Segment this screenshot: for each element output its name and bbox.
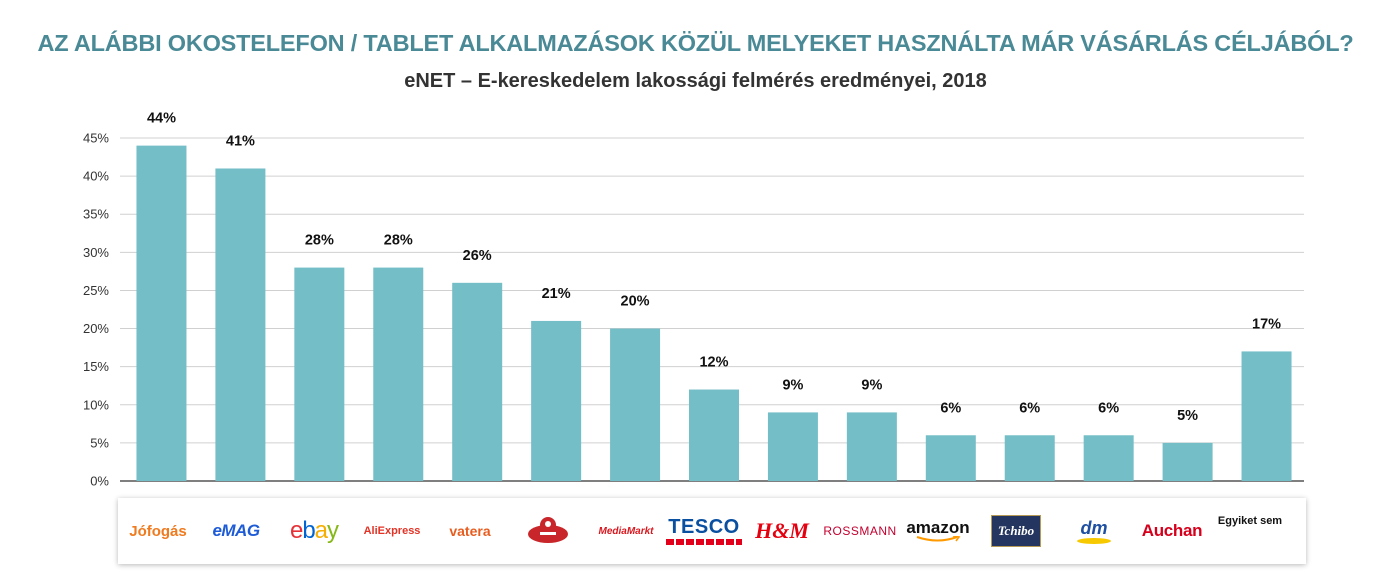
brand-logo-strip: Jófogás eMAG ebay ebay AliExpress vatera…: [118, 498, 1306, 564]
data-label-14: 5%: [1177, 408, 1198, 424]
bar-14: [1162, 442, 1213, 481]
bar-chart: 0% 5% 10% 15% 20% 25% 30% 35% 40% 45% 44% 41% 28% 28…: [83, 111, 1304, 489]
bar-13: [1083, 435, 1134, 481]
data-label-2: 41%: [226, 133, 255, 149]
logo-hm: H&M: [755, 518, 809, 543]
logo-jofogas: Jófogás: [129, 522, 187, 540]
data-label-4: 28%: [384, 233, 413, 249]
y-tick-label: 5%: [90, 435, 109, 450]
data-label-6: 21%: [542, 286, 571, 302]
y-tick-label: 15%: [83, 359, 109, 374]
logo-tesco: TESCO: [662, 498, 746, 564]
bar-6: [531, 320, 582, 481]
data-label-11: 6%: [940, 400, 961, 416]
logo-auchan: Auchan: [1141, 521, 1203, 540]
bar-10: [846, 412, 897, 481]
data-label-10: 9%: [861, 377, 882, 393]
emblem-icon: [528, 517, 568, 543]
data-label-12: 6%: [1019, 400, 1040, 416]
logo-emag: eMAG: [212, 521, 260, 540]
bar-11: [925, 435, 976, 481]
logo-vatera: vatera: [449, 523, 491, 539]
bar-2: [215, 168, 266, 481]
logo-wish-emblem: [506, 498, 590, 564]
data-label-7: 20%: [621, 294, 650, 310]
data-label-1: 44%: [147, 111, 176, 127]
data-label-3: 28%: [305, 233, 334, 249]
label-egyiket-sem: Egyiket sem: [1217, 515, 1283, 527]
chart-title: AZ ALÁBBI OKOSTELEFON / TABLET ALKALMAZÁ…: [37, 30, 1354, 56]
logo-dm: dm: [1052, 498, 1136, 564]
bar-1: [136, 145, 187, 481]
bar-8: [689, 389, 739, 481]
data-label-5: 26%: [463, 248, 492, 264]
bar-12: [1004, 435, 1055, 481]
data-labels: 44% 41% 28% 28% 26% 21% 20% 12% 9% 9% 6% 6% 6% 5% 17%: [147, 111, 1281, 424]
bar-15: [1241, 351, 1292, 481]
bar-3: [294, 267, 345, 481]
logo-amazon: amazon: [896, 498, 980, 564]
logo-ebay: ebay ebay: [289, 517, 339, 544]
y-tick-label: 10%: [83, 397, 109, 412]
logo-mediamarkt: MediaMarkt: [598, 525, 654, 537]
y-tick-label: 45%: [83, 131, 109, 146]
bar-7: [610, 328, 661, 481]
bar-5: [452, 282, 503, 481]
bars: [136, 145, 1292, 481]
smile-icon: [916, 536, 961, 542]
bar-9: [767, 412, 818, 481]
y-tick-label: 0%: [90, 474, 109, 489]
data-label-9: 9%: [782, 377, 803, 393]
data-label-8: 12%: [699, 355, 728, 371]
chart-subtitle: eNET – E-kereskedelem lakossági felmérés…: [404, 70, 987, 92]
y-axis-ticks: 0% 5% 10% 15% 20% 25% 30% 35% 40% 45%: [83, 131, 109, 489]
y-tick-label: 40%: [83, 169, 109, 184]
y-tick-label: 20%: [83, 321, 109, 336]
y-tick-label: 25%: [83, 283, 109, 298]
y-tick-label: 35%: [83, 207, 109, 222]
data-label-13: 6%: [1098, 400, 1119, 416]
logo-tchibo: Tchibo: [974, 498, 1058, 564]
data-label-15: 17%: [1252, 316, 1281, 332]
logo-aliexpress: AliExpress: [363, 525, 421, 537]
y-tick-label: 30%: [83, 245, 109, 260]
bar-4: [373, 267, 424, 481]
logo-rossmann: ROSSMANN: [823, 524, 897, 538]
